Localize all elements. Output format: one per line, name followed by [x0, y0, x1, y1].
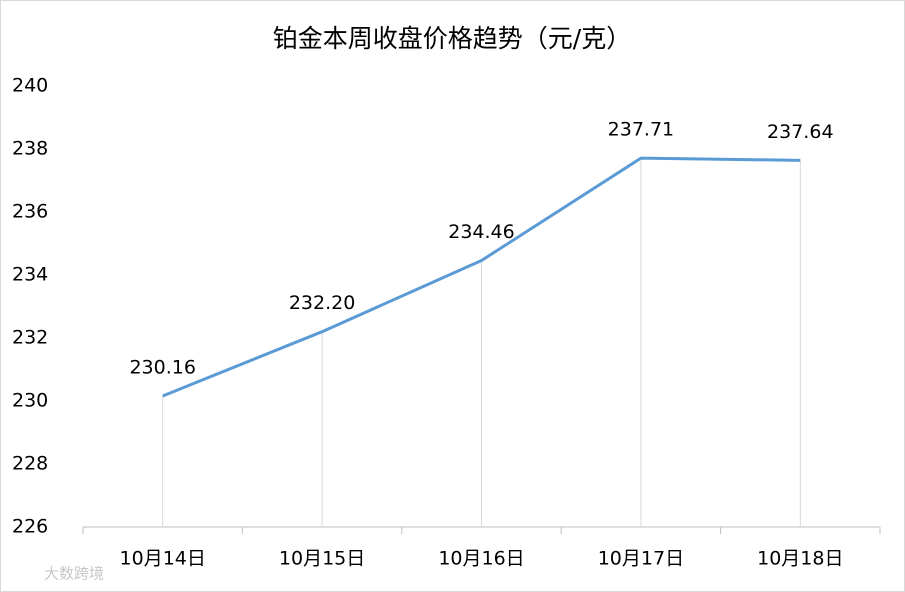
- x-tick-label: 10月14日: [120, 548, 206, 570]
- y-tick-label: 230: [12, 390, 48, 412]
- watermark: 大数跨境: [44, 565, 104, 583]
- chart-title: 铂金本周收盘价格趋势（元/克）: [273, 24, 631, 53]
- line: [162, 156, 801, 398]
- y-tick-label: 226: [12, 516, 48, 538]
- y-tick-label: 232: [12, 327, 48, 349]
- data-label: 237.64: [767, 121, 833, 143]
- x-tick-label: 10月17日: [598, 548, 684, 570]
- y-tick-label: 238: [12, 138, 48, 160]
- y-tick-label: 236: [12, 201, 48, 223]
- y-tick-label: 228: [12, 453, 48, 475]
- data-label: 237.71: [608, 119, 674, 141]
- x-tick-label: 10月15日: [279, 548, 365, 570]
- x-tick-label: 10月16日: [438, 548, 524, 570]
- data-label: 232.20: [289, 292, 355, 314]
- y-tick-label: 240: [12, 75, 48, 97]
- data-label: 230.16: [129, 356, 195, 378]
- y-tick-label: 234: [12, 264, 48, 286]
- data-label: 234.46: [448, 221, 514, 243]
- x-tick-label: 10月18日: [757, 548, 843, 570]
